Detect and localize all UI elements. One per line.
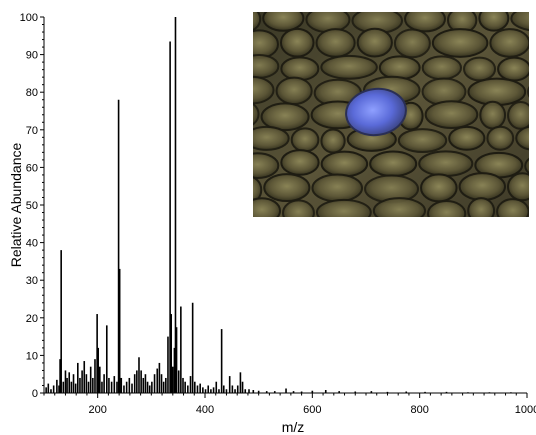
plant-cell xyxy=(506,172,529,202)
micrograph-inset xyxy=(253,12,529,217)
plant-cell xyxy=(458,172,506,202)
plant-cell xyxy=(253,197,282,217)
plant-cell xyxy=(424,100,479,129)
plant-cell xyxy=(315,198,372,217)
x-axis-title: m/z xyxy=(282,419,305,435)
plant-cell xyxy=(320,150,369,178)
plant-cell xyxy=(253,75,275,105)
plant-cell xyxy=(280,149,320,176)
y-tick-label: 40 xyxy=(26,238,38,250)
y-axis-title: Relative Abundance xyxy=(8,143,24,268)
plant-cell xyxy=(507,101,529,130)
plant-cell xyxy=(420,173,458,203)
plant-cell-micrograph xyxy=(253,12,529,217)
y-tick-label: 60 xyxy=(26,162,38,174)
y-tick-label: 70 xyxy=(26,125,38,137)
plant-cell xyxy=(275,76,313,106)
plant-cell xyxy=(467,77,527,107)
plant-cell xyxy=(263,173,311,203)
spectrum-peaks xyxy=(45,17,512,393)
plant-cells xyxy=(253,12,529,217)
x-tick-label: 800 xyxy=(410,404,428,416)
plant-cell xyxy=(378,55,421,81)
plant-cell xyxy=(262,12,305,32)
plant-cell xyxy=(421,55,463,81)
plant-cell xyxy=(431,28,489,58)
plant-cell xyxy=(527,86,529,98)
plant-cell xyxy=(478,12,510,32)
plant-cell xyxy=(404,12,446,33)
x-tick-label: 600 xyxy=(303,404,321,416)
plant-cell xyxy=(489,28,529,58)
y-tick-label: 20 xyxy=(26,313,38,325)
plant-cell xyxy=(448,125,486,151)
plant-cell xyxy=(253,29,279,60)
plant-cell xyxy=(418,150,474,177)
plant-cell xyxy=(260,102,310,132)
plant-cell xyxy=(279,27,315,58)
x-tick-label: 400 xyxy=(196,404,214,416)
y-tick-label: 0 xyxy=(32,388,38,400)
plant-cell xyxy=(524,157,529,175)
plant-cell xyxy=(282,199,315,217)
plant-cell xyxy=(510,12,529,32)
y-tick-label: 90 xyxy=(26,50,38,62)
plant-cell xyxy=(397,128,448,154)
plant-cell xyxy=(320,128,346,154)
plant-cell xyxy=(463,56,497,82)
plant-cell xyxy=(372,197,427,217)
stained-cell-highlight xyxy=(345,87,407,137)
y-tick-label: 50 xyxy=(26,200,38,212)
plant-cell xyxy=(479,100,507,130)
plant-cell xyxy=(253,125,290,151)
plant-cell xyxy=(486,125,515,151)
y-tick-label: 100 xyxy=(20,12,38,24)
plant-cell xyxy=(280,56,320,82)
plant-cell xyxy=(515,125,529,151)
x-tick-label: 1000 xyxy=(515,404,536,416)
plant-cell xyxy=(290,127,320,153)
plant-cell xyxy=(497,56,529,82)
plant-cell xyxy=(253,102,260,126)
x-tick-label: 200 xyxy=(88,404,106,416)
plant-cell xyxy=(467,197,496,217)
plant-cell xyxy=(427,200,467,217)
plant-cell xyxy=(320,54,378,80)
plant-cell xyxy=(496,198,529,217)
plant-cell xyxy=(253,176,263,204)
plant-cell xyxy=(253,152,280,179)
plant-cell xyxy=(253,53,280,79)
plant-cell xyxy=(393,28,431,59)
plant-cell xyxy=(311,173,364,203)
plant-cell xyxy=(356,27,393,58)
plant-cell xyxy=(315,28,356,58)
axis-ticks: 0 10 20 30 40 50 60 70 80 90 100 200 400 600 800 1000 xyxy=(20,12,536,416)
y-tick-label: 10 xyxy=(26,350,38,362)
y-tick-label: 30 xyxy=(26,275,38,287)
plant-cell xyxy=(369,150,418,178)
y-tick-label: 80 xyxy=(26,87,38,99)
